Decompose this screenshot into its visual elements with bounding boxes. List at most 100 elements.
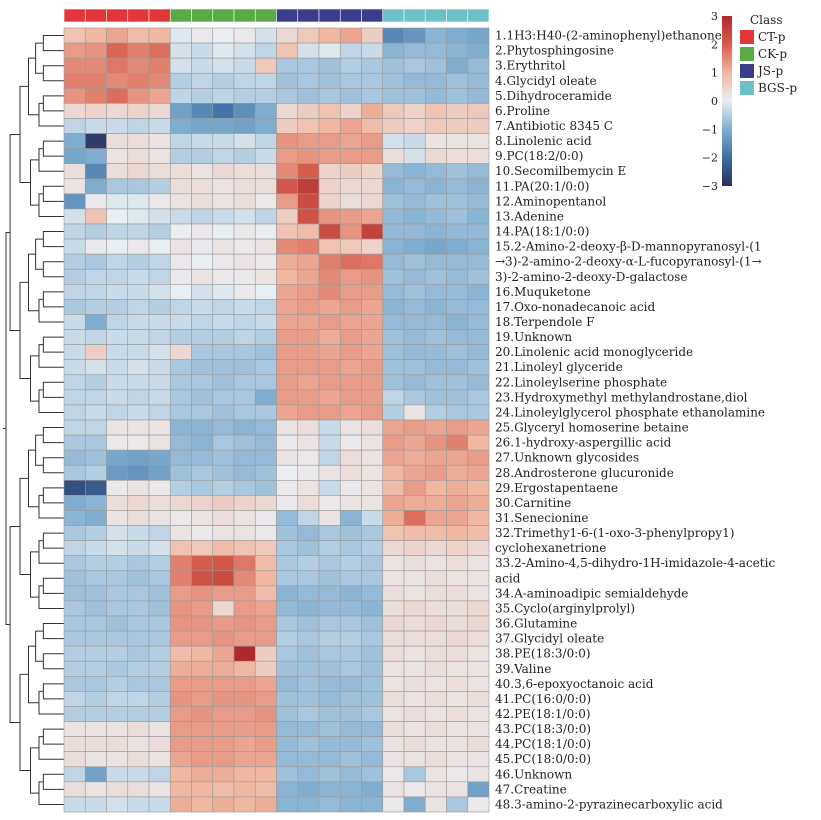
heatmap-cell: [424, 27, 447, 44]
heatmap-cell: [361, 193, 384, 210]
heatmap-cell: [127, 329, 150, 345]
heatmap-cell: [212, 314, 235, 330]
heatmap-cell: [382, 645, 405, 662]
heatmap-cell: [467, 464, 490, 481]
heatmap-cell: [339, 329, 362, 345]
heatmap-cell: [212, 676, 235, 692]
dendrogram-branch: [42, 487, 64, 504]
heatmap-cell: [148, 676, 171, 692]
dendrogram-branch: [38, 344, 64, 368]
heatmap-cell: [446, 570, 469, 587]
class-bar-cell: [403, 8, 426, 23]
heatmap-cell: [382, 766, 405, 783]
dendrogram-branch: [30, 551, 39, 598]
heatmap-cell: [254, 284, 277, 300]
heatmap-cell: [63, 495, 86, 511]
row-label: 41.PC(16:0/0:0): [495, 692, 591, 706]
heatmap-cell: [382, 796, 405, 813]
row-label: 43.PC(18:3/0:0): [495, 722, 591, 736]
heatmap-cell: [127, 736, 150, 752]
heatmap-cell: [84, 660, 107, 677]
heatmap-cell: [127, 148, 150, 164]
heatmap-cell: [169, 72, 192, 89]
heatmap-cell: [318, 389, 341, 406]
heatmap-cell: [106, 118, 129, 134]
heatmap-cell: [148, 163, 171, 180]
heatmap-cell: [467, 284, 490, 300]
heatmap-cell: [276, 374, 299, 391]
heatmap-cell: [254, 600, 277, 617]
heatmap-cell: [254, 691, 277, 707]
heatmap-cell: [339, 133, 362, 149]
heatmap-cell: [382, 374, 405, 391]
heatmap-cell: [403, 419, 426, 436]
heatmap-cell: [339, 253, 362, 270]
heatmap-cell: [169, 118, 192, 134]
heatmap-cell: [424, 133, 447, 149]
heatmap-cell: [424, 676, 447, 692]
heatmap-cell: [403, 781, 426, 798]
heatmap-cell: [403, 676, 426, 692]
heatmap-cell: [233, 480, 256, 496]
heatmap-cell: [233, 223, 256, 240]
heatmap-cell: [318, 118, 341, 134]
heatmap-cell: [403, 374, 426, 391]
heatmap-cell: [127, 570, 150, 587]
heatmap-cell: [403, 178, 426, 195]
row-label: 21.Linoleyl glyceride: [495, 360, 623, 374]
row-label: 35.Cyclo(arginylprolyl): [495, 601, 635, 615]
heatmap-cell: [297, 480, 320, 496]
heatmap-cell: [106, 178, 129, 195]
heatmap-cell: [84, 615, 107, 632]
class-bar-cell: [254, 8, 277, 23]
heatmap-cell: [361, 178, 384, 195]
class-bar-cell: [106, 8, 129, 23]
heatmap-cell: [276, 404, 299, 421]
heatmap-cell: [233, 736, 256, 752]
heatmap-cell: [106, 253, 129, 270]
heatmap-cell: [169, 208, 192, 225]
heatmap-cell: [424, 495, 447, 511]
heatmap-cell: [63, 691, 86, 707]
heatmap-cell: [361, 118, 384, 134]
heatmap-cell: [191, 329, 214, 345]
heatmap-cell: [382, 42, 405, 59]
heatmap-cell: [339, 268, 362, 285]
heatmap-cell: [148, 344, 171, 360]
heatmap-cell: [84, 193, 107, 210]
heatmap-cell: [382, 585, 405, 602]
heatmap-cell: [148, 796, 171, 813]
row-label: 44.PC(18:1/0:0): [495, 737, 591, 751]
heatmap-cell: [361, 314, 384, 330]
heatmap-cell: [191, 223, 214, 240]
heatmap-cell: [233, 193, 256, 210]
heatmap-cell: [63, 148, 86, 164]
heatmap-cell: [169, 404, 192, 421]
heatmap-cell: [297, 736, 320, 752]
heatmap-cell: [84, 781, 107, 798]
heatmap-cell: [191, 660, 214, 677]
heatmap-cell: [254, 615, 277, 632]
heatmap-cell: [276, 630, 299, 647]
heatmap-cell: [318, 193, 341, 210]
row-label: 47.Creatine: [495, 782, 567, 796]
heatmap-cell: [254, 42, 277, 59]
class-bar-cell: [191, 8, 214, 23]
heatmap-cell: [339, 449, 362, 466]
heatmap-cell: [63, 555, 86, 572]
heatmap-cell: [318, 208, 341, 225]
heatmap-cell: [403, 103, 426, 119]
heatmap-cell: [254, 434, 277, 451]
heatmap-cell: [127, 781, 150, 798]
heatmap-cell: [382, 525, 405, 541]
heatmap-cell: [403, 299, 426, 315]
heatmap-cell: [148, 464, 171, 481]
heatmap-cell: [339, 193, 362, 210]
heatmap-cell: [148, 238, 171, 255]
heatmap-cell: [297, 344, 320, 360]
heatmap-cell: [382, 193, 405, 210]
heatmap-cell: [467, 691, 490, 707]
heatmap-cell: [254, 359, 277, 376]
heatmap-cell: [382, 721, 405, 737]
heatmap-cell: [191, 781, 214, 798]
